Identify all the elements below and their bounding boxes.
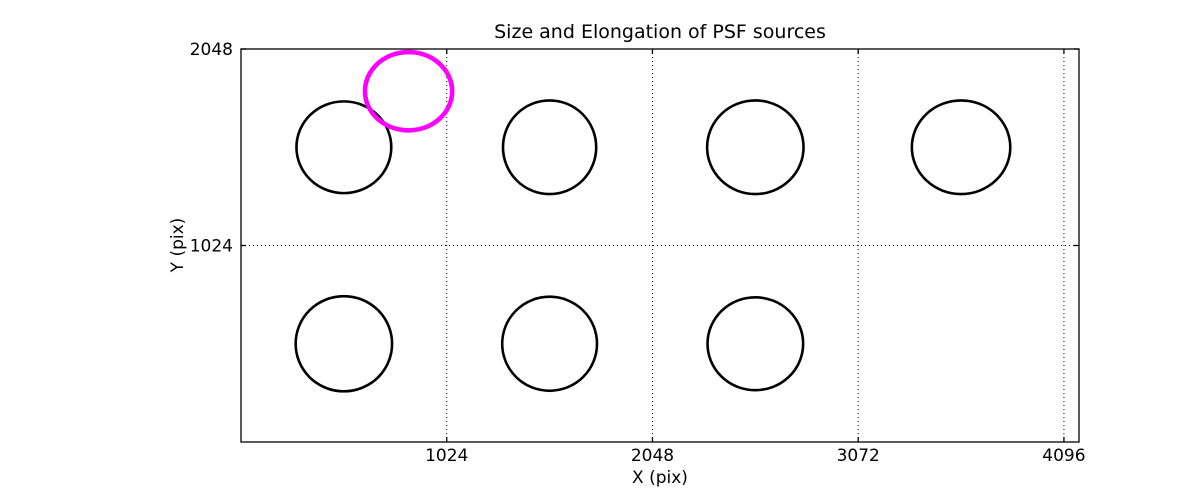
- y-tick-label: 1024: [190, 237, 233, 257]
- psf-ellipse: [910, 99, 1012, 196]
- highlighted-psf-ellipse: [362, 49, 455, 133]
- y-tick-label: 2048: [190, 40, 233, 60]
- x-axis-label: X (pix): [632, 468, 688, 488]
- psf-ellipse: [500, 295, 599, 393]
- psf-ellipse: [295, 100, 393, 195]
- psf-ellipse: [294, 294, 394, 393]
- psf-ellipse: [705, 99, 805, 196]
- chart-title: Size and Elongation of PSF sources: [494, 21, 826, 43]
- x-tick-label: 2048: [631, 446, 674, 466]
- psf-ellipse: [501, 99, 598, 196]
- x-tick-label: 4096: [1042, 446, 1085, 466]
- y-axis-label: Y (pix): [168, 217, 188, 273]
- x-tick-label: 3072: [837, 446, 880, 466]
- x-tick-label: 1024: [425, 446, 468, 466]
- psf-ellipse: [706, 296, 805, 392]
